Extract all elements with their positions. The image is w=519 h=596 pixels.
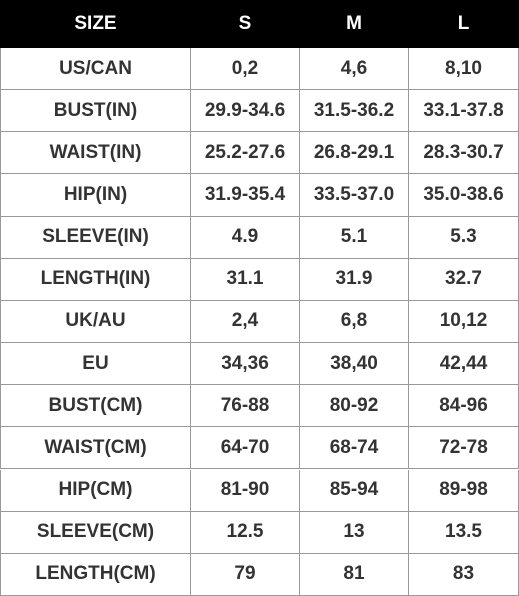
- size-value: 81-90: [191, 469, 300, 512]
- size-value: 64-70: [191, 427, 300, 470]
- size-value: 26.8-29.1: [300, 132, 409, 175]
- size-value: 34,36: [191, 343, 300, 386]
- row-label: WAIST(CM): [0, 427, 191, 470]
- row-label: BUST(IN): [0, 90, 191, 133]
- size-value: 33.1-37.8: [409, 90, 519, 133]
- size-value: 5.3: [409, 216, 519, 259]
- size-value: 35.0-38.6: [409, 174, 519, 217]
- size-value: 72-78: [409, 427, 519, 470]
- size-value: 25.2-27.6: [191, 132, 300, 175]
- row-label: US/CAN: [0, 48, 191, 91]
- row-label: LENGTH(IN): [0, 258, 191, 301]
- size-value: 13.5: [409, 511, 519, 554]
- size-value: 83: [409, 553, 519, 596]
- header-cell: L: [409, 0, 519, 48]
- size-value: 81: [300, 553, 409, 596]
- size-value: 76-88: [191, 385, 300, 428]
- size-value: 29.9-34.6: [191, 90, 300, 133]
- row-label: HIP(CM): [0, 469, 191, 512]
- header-cell: SIZE: [0, 0, 191, 48]
- row-label: BUST(CM): [0, 385, 191, 428]
- size-value: 68-74: [300, 427, 409, 470]
- row-label: LENGTH(CM): [0, 553, 191, 596]
- size-value: 31.1: [191, 258, 300, 301]
- size-value: 5.1: [300, 216, 409, 259]
- size-value: 84-96: [409, 385, 519, 428]
- row-label: SLEEVE(IN): [0, 216, 191, 259]
- size-value: 31.9-35.4: [191, 174, 300, 217]
- size-value: 31.9: [300, 258, 409, 301]
- size-value: 28.3-30.7: [409, 132, 519, 175]
- row-label: WAIST(IN): [0, 132, 191, 175]
- size-value: 79: [191, 553, 300, 596]
- size-value: 33.5-37.0: [300, 174, 409, 217]
- row-label: UK/AU: [0, 300, 191, 344]
- size-value: 10,12: [409, 300, 519, 344]
- size-value: 8,10: [409, 48, 519, 91]
- size-value: 80-92: [300, 385, 409, 428]
- size-value: 32.7: [409, 258, 519, 301]
- size-value: 85-94: [300, 469, 409, 512]
- size-value: 4,6: [300, 48, 409, 91]
- size-value: 38,40: [300, 343, 409, 386]
- size-value: 2,4: [191, 300, 300, 344]
- size-value: 12.5: [191, 511, 300, 554]
- row-label: HIP(IN): [0, 174, 191, 217]
- size-value: 6,8: [300, 300, 409, 344]
- header-cell: M: [300, 0, 409, 48]
- size-value: 13: [300, 511, 409, 554]
- size-value: 31.5-36.2: [300, 90, 409, 133]
- size-value: 0,2: [191, 48, 300, 91]
- size-value: 42,44: [409, 343, 519, 386]
- row-label: SLEEVE(CM): [0, 511, 191, 554]
- header-cell: S: [191, 0, 300, 48]
- row-label: EU: [0, 343, 191, 386]
- size-value: 4.9: [191, 216, 300, 259]
- size-value: 89-98: [409, 469, 519, 512]
